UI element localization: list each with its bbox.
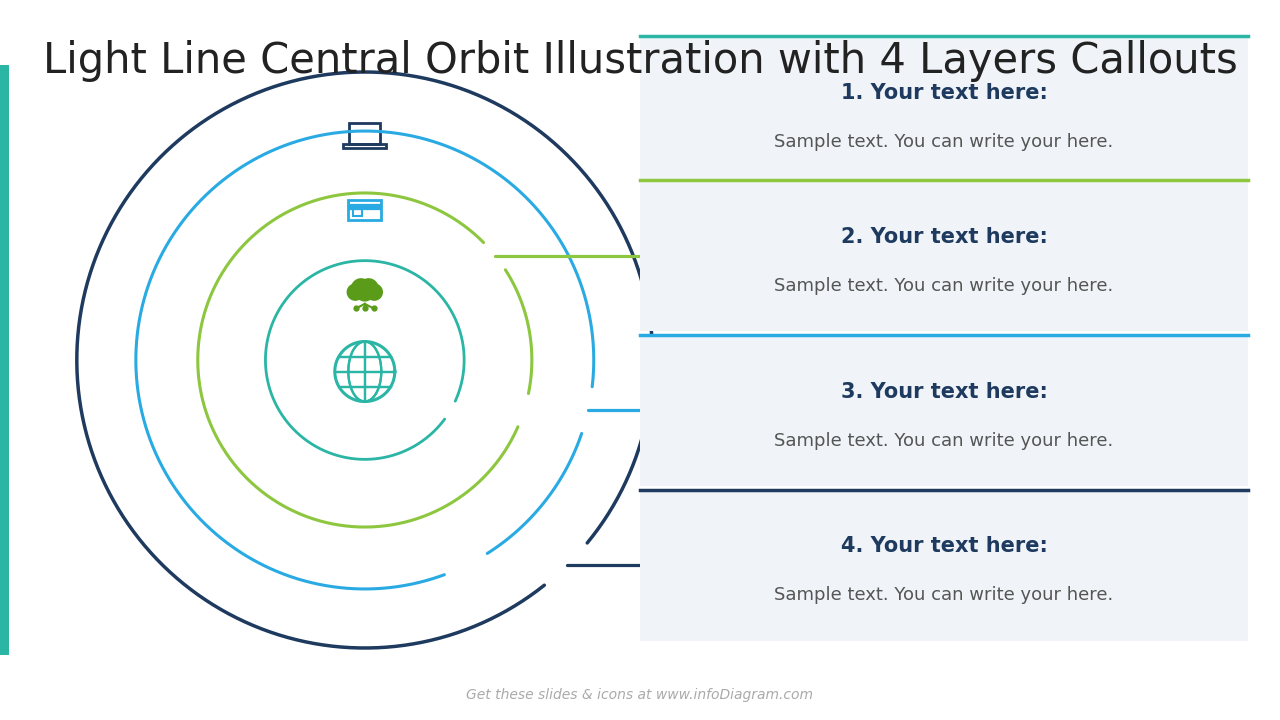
Text: Sample text. You can write your here.: Sample text. You can write your here.	[774, 431, 1114, 449]
Text: 4. Your text here:: 4. Your text here:	[841, 536, 1047, 557]
FancyBboxPatch shape	[640, 335, 1248, 486]
Text: Sample text. You can write your here.: Sample text. You can write your here.	[774, 586, 1114, 605]
Text: 1. Your text here:: 1. Your text here:	[841, 83, 1047, 103]
FancyBboxPatch shape	[640, 36, 1248, 187]
Polygon shape	[356, 284, 374, 301]
FancyBboxPatch shape	[640, 180, 1248, 331]
Polygon shape	[366, 284, 383, 300]
Text: Sample text. You can write your here.: Sample text. You can write your here.	[774, 277, 1114, 295]
FancyBboxPatch shape	[0, 65, 9, 655]
Polygon shape	[352, 279, 370, 298]
Polygon shape	[347, 284, 364, 300]
Text: 2. Your text here:: 2. Your text here:	[841, 227, 1047, 247]
Text: 3. Your text here:: 3. Your text here:	[841, 382, 1047, 402]
Text: Light Line Central Orbit Illustration with 4 Layers Callouts: Light Line Central Orbit Illustration wi…	[42, 40, 1238, 81]
Text: Get these slides & icons at www.infoDiagram.com: Get these slides & icons at www.infoDiag…	[466, 688, 814, 702]
Text: Sample text. You can write your here.: Sample text. You can write your here.	[774, 132, 1114, 151]
FancyBboxPatch shape	[640, 490, 1248, 641]
Polygon shape	[360, 279, 378, 298]
